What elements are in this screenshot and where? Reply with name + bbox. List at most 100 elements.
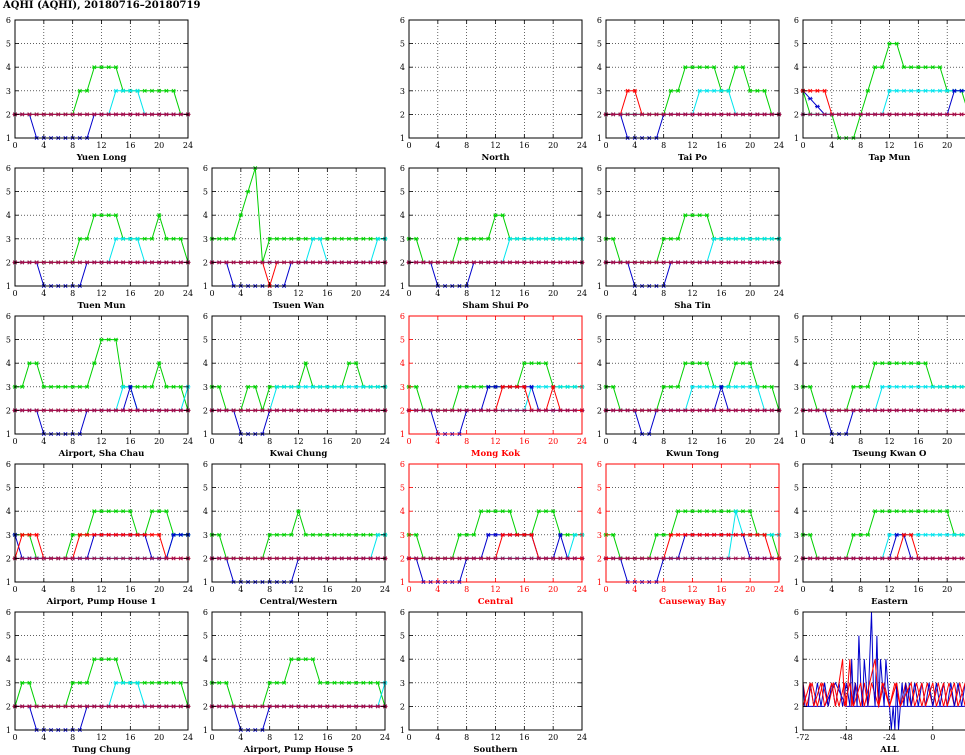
y-tick-label: 5 [6, 188, 11, 197]
x-tick-label: 8 [70, 289, 75, 298]
data-point [368, 680, 373, 685]
data-point [959, 532, 964, 537]
x-tick-label: 0 [406, 733, 411, 742]
data-point [668, 556, 674, 561]
data-point [48, 704, 54, 709]
x-tick-label: 4 [41, 289, 46, 298]
data-point [360, 704, 366, 709]
data-point [740, 509, 746, 514]
x-tick-label: 8 [70, 585, 75, 594]
data-point [346, 384, 352, 389]
y-tick-label: 4 [203, 655, 208, 664]
chart-title: Airport, Pump House 5 [243, 745, 354, 755]
data-point [77, 556, 83, 561]
data-point [178, 112, 184, 117]
data-point [346, 408, 352, 413]
data-point [639, 112, 645, 117]
data-point [923, 509, 928, 514]
data-point [171, 236, 176, 241]
data-point [281, 704, 287, 709]
data-point [762, 236, 767, 241]
data-point [485, 556, 491, 561]
data-point [697, 213, 703, 218]
y-tick-label: 3 [794, 679, 799, 688]
data-point [288, 236, 294, 241]
y-tick-label: 2 [203, 554, 208, 563]
data-point [879, 361, 885, 366]
x-tick-label: 16 [913, 141, 923, 150]
x-tick-label: 16 [913, 437, 923, 446]
data-point [762, 260, 767, 265]
plot-frame [211, 315, 386, 435]
data-point [113, 213, 119, 218]
data-point [930, 88, 936, 93]
data-point [807, 556, 813, 561]
data-point [923, 88, 928, 93]
data-point [557, 260, 563, 265]
data-point [106, 556, 112, 561]
data-point [726, 260, 731, 265]
data-point [704, 408, 710, 413]
data-point [120, 556, 126, 561]
data-point [610, 408, 616, 413]
data-point [951, 556, 957, 561]
data-point [41, 112, 47, 117]
y-tick-label: 1 [6, 282, 11, 291]
y-tick-label: 5 [6, 40, 11, 49]
y-tick-label: 5 [597, 188, 602, 197]
y-tick-label: 5 [400, 40, 405, 49]
data-point [625, 88, 631, 93]
x-tick-label: 20 [154, 289, 164, 298]
y-tick-label: 5 [203, 336, 208, 345]
data-point [346, 680, 352, 685]
data-point [565, 408, 570, 413]
data-point [543, 556, 549, 561]
data-point [178, 556, 184, 561]
x-tick-label: 16 [322, 733, 332, 742]
data-point [171, 260, 176, 265]
data-point [654, 556, 659, 561]
data-point [557, 236, 563, 241]
data-point [120, 236, 126, 241]
data-point [63, 384, 68, 389]
data-point [120, 260, 126, 265]
data-point [754, 408, 760, 413]
x-tick-label: 4 [435, 437, 440, 446]
data-point [682, 260, 688, 265]
data-point [27, 408, 32, 413]
chart-title: Tai Po [678, 153, 707, 163]
data-point [937, 112, 943, 117]
chart-title: Eastern [871, 597, 908, 607]
data-point [332, 236, 337, 241]
y-tick-label: 4 [400, 211, 405, 220]
chart-title: Tap Mun [869, 153, 911, 163]
data-point [317, 704, 323, 709]
data-point [77, 408, 83, 413]
data-point [711, 532, 717, 537]
x-tick-label: 4 [238, 733, 243, 742]
data-point [478, 384, 484, 389]
data-point [27, 260, 32, 265]
data-point [310, 704, 316, 709]
data-point [565, 532, 570, 537]
x-tick-label: 24 [774, 289, 784, 298]
data-point [915, 112, 921, 117]
data-point [55, 384, 61, 389]
data-point [99, 112, 104, 117]
x-tick-label: 8 [661, 585, 666, 594]
data-point [113, 556, 119, 561]
y-tick-label: 3 [400, 679, 405, 688]
data-point [500, 509, 506, 514]
y-tick-label: 2 [203, 258, 208, 267]
data-point [500, 408, 506, 413]
data-point [281, 556, 287, 561]
y-tick-label: 4 [6, 655, 11, 664]
data-point [413, 260, 419, 265]
data-point [529, 260, 534, 265]
data-point [529, 361, 534, 366]
data-point [915, 88, 921, 93]
data-point [901, 361, 907, 366]
x-tick-label: 20 [154, 585, 164, 594]
data-point [915, 65, 921, 70]
data-point [332, 384, 337, 389]
